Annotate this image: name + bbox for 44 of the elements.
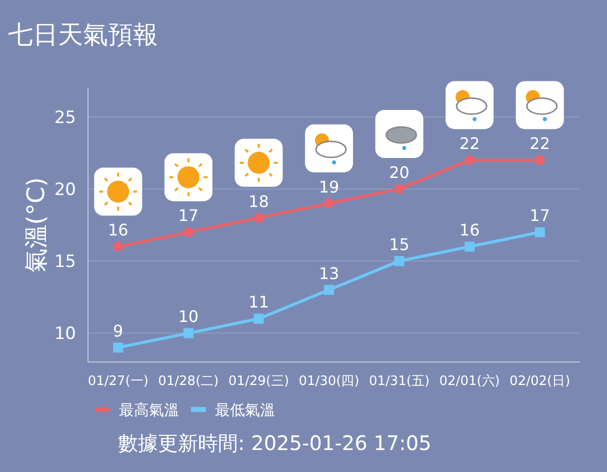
- data-label: 16: [459, 220, 480, 240]
- x-tick-label: 02/01(六): [439, 374, 500, 389]
- point: [464, 242, 475, 252]
- data-label: 16: [108, 220, 128, 240]
- point: [254, 212, 264, 223]
- point: [113, 242, 124, 252]
- data-label: 20: [389, 162, 410, 182]
- y-tick-label: 10: [54, 324, 76, 344]
- x-tick-label: 01/28(二): [158, 374, 219, 389]
- point: [183, 227, 194, 238]
- data-label: 18: [248, 192, 269, 211]
- point: [324, 284, 334, 295]
- data-label: 15: [389, 235, 410, 254]
- data-label: 9: [113, 322, 124, 341]
- y-tick-label: 15: [54, 252, 76, 272]
- point: [183, 328, 194, 338]
- data-label: 22: [459, 134, 480, 154]
- data-label: 10: [178, 307, 199, 326]
- text: 數據更新時間: 2025-01-26 17:05: [118, 431, 432, 455]
- point: [394, 184, 404, 194]
- point: [394, 256, 404, 266]
- data-label: 13: [318, 264, 340, 283]
- data-label: 19: [318, 177, 340, 196]
- y-axis-title: 氣溫(°C): [22, 177, 50, 273]
- x-tick-label: 02/02(日): [510, 374, 570, 389]
- point: [324, 198, 334, 208]
- data-label: 17: [178, 206, 199, 226]
- point: [254, 314, 264, 324]
- x-tick-label: 01/29(三): [228, 374, 290, 389]
- point: [464, 155, 475, 166]
- point: [113, 342, 124, 353]
- data-label: 17: [530, 206, 550, 226]
- x-tick-label: 01/30(四): [298, 374, 360, 389]
- legend-label: 最高氣溫: [119, 401, 179, 419]
- point: [534, 155, 545, 166]
- data-label: 22: [530, 134, 550, 154]
- chart-title: 七日天氣預報: [8, 20, 158, 49]
- legend-label: 最低氣溫: [215, 401, 275, 419]
- y-tick-label: 20: [54, 180, 76, 200]
- data-label: 11: [248, 292, 269, 312]
- x-tick-label: 01/27(一): [88, 374, 148, 389]
- y-tick-label: 25: [54, 108, 76, 128]
- point: [534, 227, 545, 238]
- x-tick-label: 01/31(五): [368, 374, 430, 389]
